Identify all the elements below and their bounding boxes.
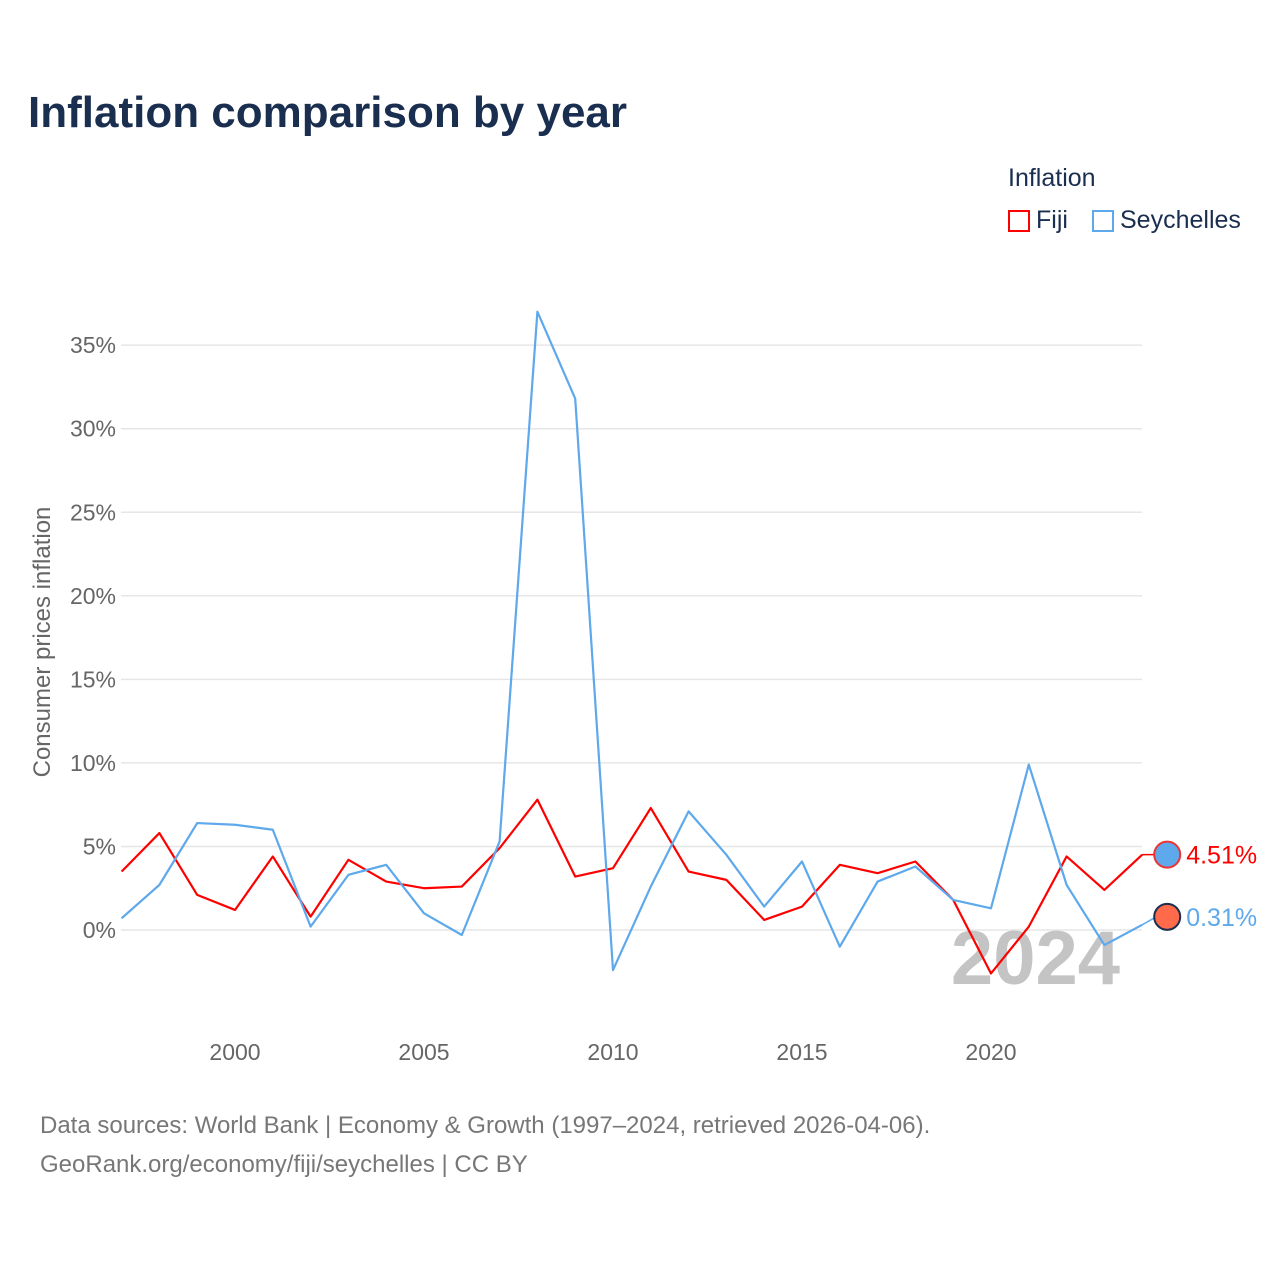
y-tick-label: 0% (83, 917, 116, 943)
legend-swatch-fiji (1008, 209, 1030, 232)
seychelles-flag-icon (1153, 902, 1182, 931)
legend-item-fiji[interactable]: Fiji (1008, 206, 1068, 235)
legend-label-fiji: Fiji (1036, 206, 1068, 234)
chart-title: Inflation comparison by year (28, 88, 628, 137)
x-tick-label: 2020 (965, 1039, 1016, 1065)
y-tick-label: 30% (70, 416, 116, 442)
x-tick-label: 2005 (398, 1039, 449, 1065)
y-tick-label: 5% (83, 833, 116, 859)
legend-item-seychelles[interactable]: Seychelles (1092, 206, 1241, 235)
fiji-flag-icon (1153, 840, 1182, 869)
legend-label-seychelles: Seychelles (1120, 206, 1241, 234)
y-tick-label: 20% (70, 583, 116, 609)
y-tick-label: 15% (70, 666, 116, 692)
source-line-2: GeoRank.org/economy/fiji/seychelles | CC… (40, 1151, 528, 1178)
series-line-fiji (120, 798, 1143, 975)
y-tick-label: 25% (70, 499, 116, 525)
y-tick-label: 10% (70, 750, 116, 776)
source-line-1: Data sources: World Bank | Economy & Gro… (40, 1112, 931, 1139)
year-annotation: 2024 (951, 916, 1120, 1001)
x-tick-label: 2000 (209, 1039, 260, 1065)
y-tick-label: 35% (70, 332, 116, 358)
source-note: Data sources: World Bank | Economy & Gro… (40, 1106, 930, 1184)
x-tick-label: 2015 (776, 1039, 827, 1065)
end-value-label: 4.51% (1186, 842, 1257, 870)
legend-title: Inflation (1008, 164, 1096, 192)
end-value-label: 0.31% (1186, 904, 1257, 932)
x-tick-label: 2010 (587, 1039, 638, 1065)
series-line-seychelles (120, 310, 1143, 972)
legend-swatch-seychelles (1092, 209, 1114, 232)
y-axis-label: Consumer prices inflation (29, 507, 56, 778)
